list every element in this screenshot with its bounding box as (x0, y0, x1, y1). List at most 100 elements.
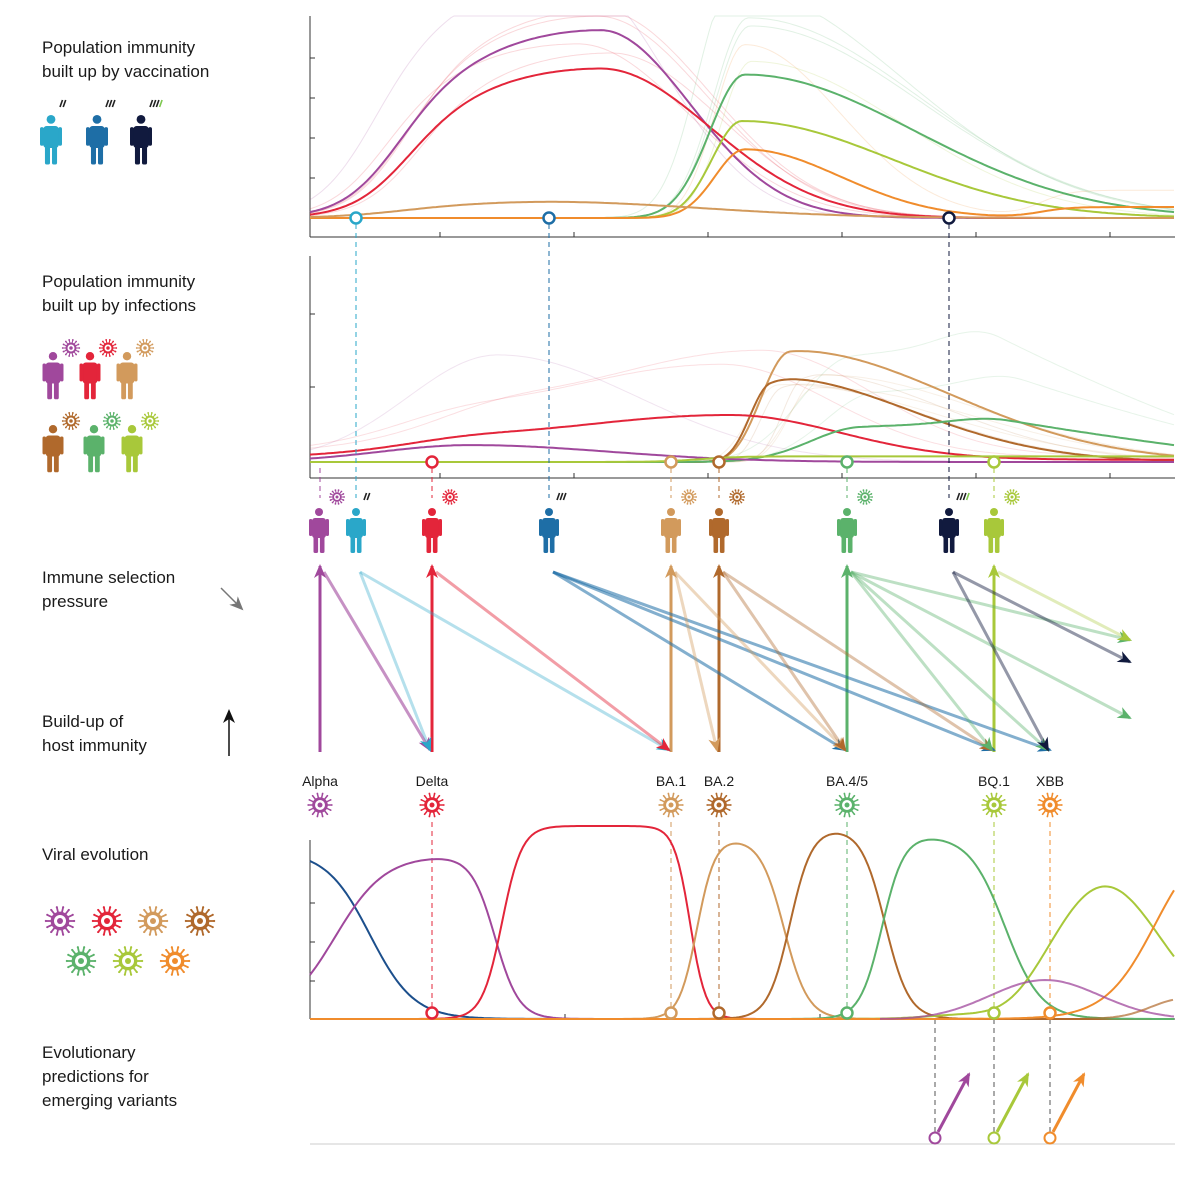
selection-arrow-ba2 (722, 570, 994, 752)
selection-arrow-dose4 (951, 571, 1050, 752)
legend-alpha-virus-icon (44, 906, 76, 936)
host-ba2-icon (709, 508, 729, 553)
prediction-marker (928, 1131, 942, 1145)
legend-dose4-person-icon (130, 115, 152, 165)
frequency-marker-ba1 (664, 1006, 678, 1020)
legend-ba2-virus-icon (184, 906, 216, 936)
legend-alpha-virus-icon (61, 339, 81, 357)
selection-arrow-dose2 (358, 571, 432, 752)
legend-dose2-syringe-icon (59, 99, 67, 108)
legend-delta-virus-icon (91, 906, 123, 936)
prediction-arrow (995, 1072, 1030, 1133)
vaccination-label: Population immunity built up by vaccinat… (42, 38, 210, 81)
legend-dose3-person-icon (86, 115, 108, 165)
selection-arrow-ba2 (721, 571, 847, 752)
legend-ba45-person-icon (83, 425, 105, 473)
selection-pressure-label: Immune selection pressure (42, 568, 176, 611)
selection-arrow-ba45 (849, 570, 1050, 752)
legend-alpha-person-icon (42, 352, 64, 400)
frequency-marker-delta (425, 1006, 439, 1020)
selection-arrow-dose3 (552, 570, 1052, 752)
legend-ba45-virus-icon (65, 946, 97, 976)
host-bq1-icon (984, 508, 1004, 553)
host-ba45-icon (837, 508, 857, 553)
infection-background-line (310, 387, 1175, 463)
prediction-marker (987, 1131, 1001, 1145)
dashed-guides (319, 224, 1051, 1132)
selection-arrow-delta (435, 570, 671, 752)
selection-arrow-ba1 (673, 571, 721, 752)
legend-bq1-virus-icon (140, 412, 160, 430)
frequency-marker-xbb (1043, 1006, 1057, 1020)
dose3-syringe-icon (556, 492, 567, 501)
frequency-curve-emerging (879, 978, 1175, 1020)
selection-arrows (220, 564, 1132, 756)
delta-virus-icon (442, 489, 458, 505)
variant-alpha-virus-icon (307, 792, 333, 818)
selection-arrow-bq1 (997, 570, 1132, 642)
infection-curve-bq1 (310, 455, 1174, 463)
frequency-curve-alpha (309, 858, 1174, 1020)
selection-arrow-alpha (322, 571, 432, 752)
predictions-label: Evolutionary predictions for emerging va… (42, 1043, 178, 1110)
variant-xbb-virus-icon (1037, 792, 1063, 818)
host-dose2-icon (346, 508, 366, 553)
selection-arrow-dose3 (552, 570, 847, 752)
frequency-curve-ba45 (310, 838, 1174, 1020)
variant-label-delta: Delta (416, 773, 449, 789)
vaccination-curve-xbb (310, 148, 1174, 219)
legend-delta-person-icon (79, 352, 101, 400)
infection-marker-ba45 (840, 455, 854, 469)
viral-evolution-label: Viral evolution (42, 845, 149, 864)
prediction-arrow (1051, 1072, 1086, 1133)
selection-arrow-ba45 (850, 570, 1132, 643)
vaccination-panel (309, 15, 1175, 225)
left-legend-icons (40, 99, 216, 976)
infection-marker-delta (425, 455, 439, 469)
variant-ba1-virus-icon (658, 792, 684, 818)
variant-bq1-virus-icon (981, 792, 1007, 818)
prediction-panel (928, 1072, 1086, 1145)
selection-arrow-dose3 (552, 570, 996, 752)
variant-label-ba1: BA.1 (656, 773, 687, 789)
frequency-curve-late (1079, 998, 1174, 1020)
legend-ba1-person-icon (116, 352, 138, 400)
variant-ba2-virus-icon (706, 792, 732, 818)
panel-axes (309, 16, 1175, 1145)
legend-dose2-person-icon (40, 115, 62, 165)
vaccination-background-line (310, 60, 1175, 219)
buildup-immunity-label: Build-up of host immunity (42, 712, 147, 755)
host-dose4-icon (939, 508, 959, 553)
host-delta-icon (422, 508, 442, 553)
variant-delta-virus-icon (419, 792, 445, 818)
selection-legend-arrow (220, 587, 244, 611)
alpha-virus-icon (329, 489, 345, 505)
vaccination-curve-ba45 (310, 73, 1175, 219)
vaccination-dose-marker (942, 211, 956, 225)
legend-dose3-syringe-icon (105, 99, 116, 108)
legend-xbb-virus-icon (159, 946, 191, 976)
host-icons-row (309, 489, 1020, 553)
selection-arrow-dose4 (952, 570, 1132, 664)
prediction-arrow (936, 1072, 971, 1133)
host-dose3-icon (539, 508, 559, 553)
legend-ba1-virus-icon (137, 906, 169, 936)
frequency-curve-ba1 (310, 842, 1174, 1020)
dose4-syringe-icon (956, 492, 970, 501)
infection-curve-alpha (309, 444, 1174, 463)
dose2-syringe-icon (363, 492, 371, 501)
selection-arrow-ba45 (850, 570, 1132, 720)
ba2-virus-icon (729, 489, 745, 505)
frequency-marker-ba45 (840, 1006, 854, 1020)
legend-ba45-virus-icon (102, 412, 122, 430)
infections-label: Population immunity built up by infectio… (42, 272, 197, 315)
selection-arrow-ba45 (849, 571, 994, 752)
legend-dose4-syringe-icon (149, 99, 163, 108)
infection-panel (309, 331, 1175, 469)
frequency-marker-bq1 (987, 1006, 1001, 1020)
legend-delta-virus-icon (98, 339, 118, 357)
legend-bq1-virus-icon (112, 946, 144, 976)
ba45-virus-icon (857, 489, 873, 505)
variant-label-ba45: BA.4/5 (826, 773, 868, 789)
